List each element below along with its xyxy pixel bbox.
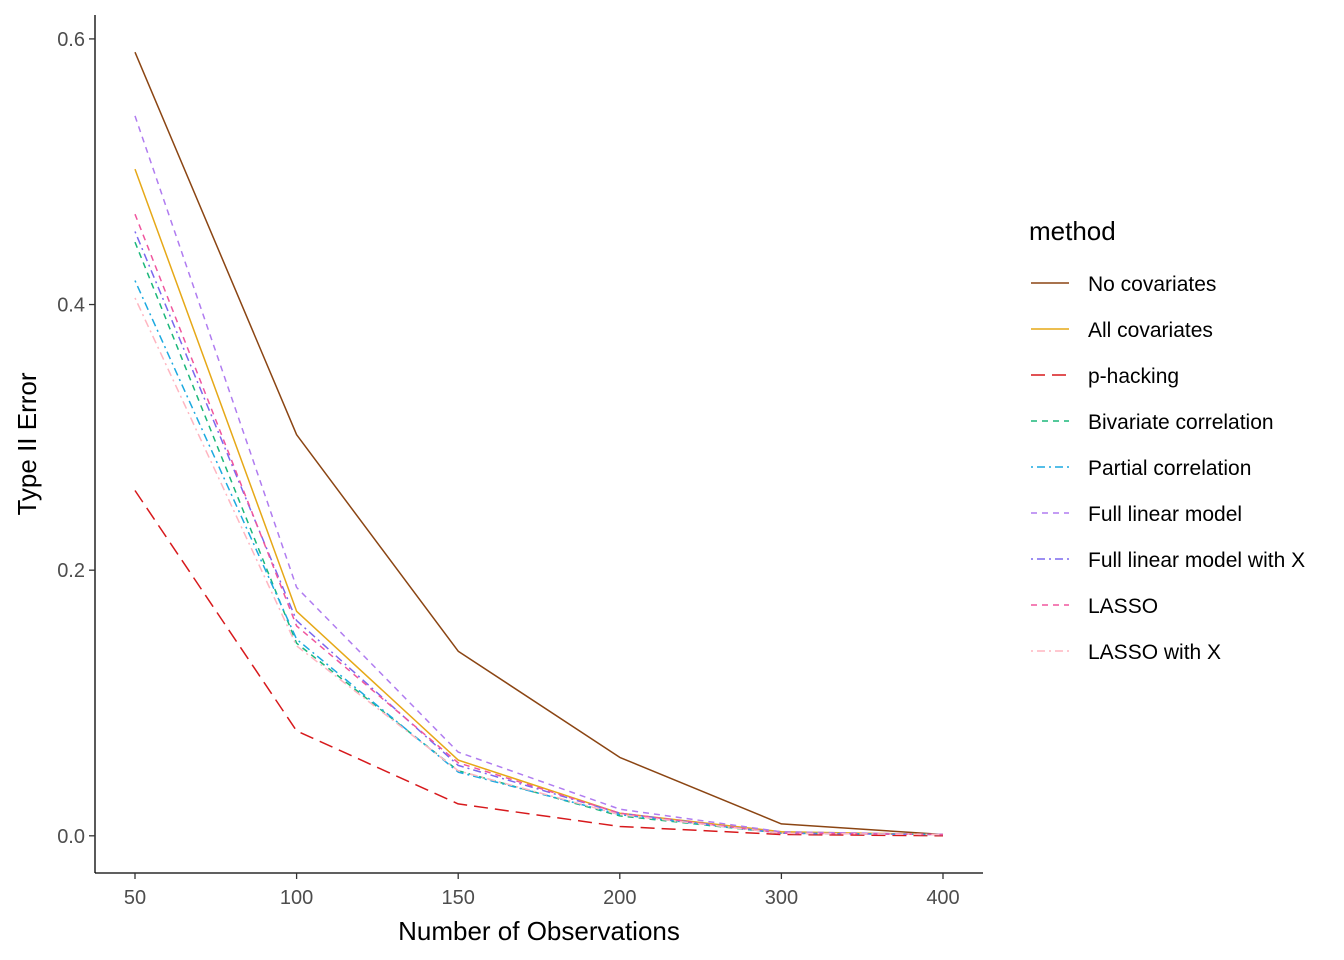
legend-label: Bivariate correlation (1088, 411, 1274, 434)
y-tick-label: 0.6 (57, 29, 85, 51)
x-tick-label: 200 (603, 887, 636, 909)
legend-label: p-hacking (1088, 365, 1179, 388)
series-line-all-covariates (134, 168, 944, 836)
y-axis-ticks: 0.0 0.2 0.4 0.6 (57, 29, 95, 848)
x-tick-label: 100 (280, 887, 313, 909)
legend-label: Full linear model (1088, 503, 1242, 526)
legend-label: All covariates (1088, 319, 1213, 342)
legend-label: LASSO (1088, 595, 1158, 618)
series-line-full-linear-model-with-x (134, 231, 944, 836)
series-line-bivariate-correlation (134, 241, 944, 836)
legend: method No covariates All covariates p-hack… (1029, 216, 1305, 664)
x-tick-label: 400 (926, 887, 959, 909)
x-axis-title: Number of Observations (398, 916, 680, 946)
legend-label: LASSO with X (1088, 641, 1221, 664)
series-lines (134, 51, 944, 837)
x-tick-label: 50 (124, 887, 146, 909)
legend-label: Full linear model with X (1088, 549, 1305, 572)
x-tick-label: 300 (765, 887, 798, 909)
y-tick-label: 0.2 (57, 560, 85, 582)
x-tick-label: 150 (442, 887, 475, 909)
x-axis-ticks: 50 100 150 200 300 400 (124, 873, 960, 909)
legend-label: Partial correlation (1088, 457, 1251, 480)
legend-label: No covariates (1088, 273, 1216, 296)
y-axis-title: Type II Error (12, 372, 42, 515)
legend-title: method (1029, 216, 1116, 246)
series-line-lasso (134, 213, 944, 836)
series-line-lasso-with-x (134, 297, 944, 836)
series-line-no-covariates (134, 51, 944, 836)
series-line-p-hacking (134, 490, 944, 837)
axes (94, 15, 983, 874)
series-line-partial-correlation (134, 280, 944, 836)
series-line-full-linear-model (134, 115, 944, 836)
y-tick-label: 0.4 (57, 295, 85, 317)
y-tick-label: 0.0 (57, 826, 85, 848)
